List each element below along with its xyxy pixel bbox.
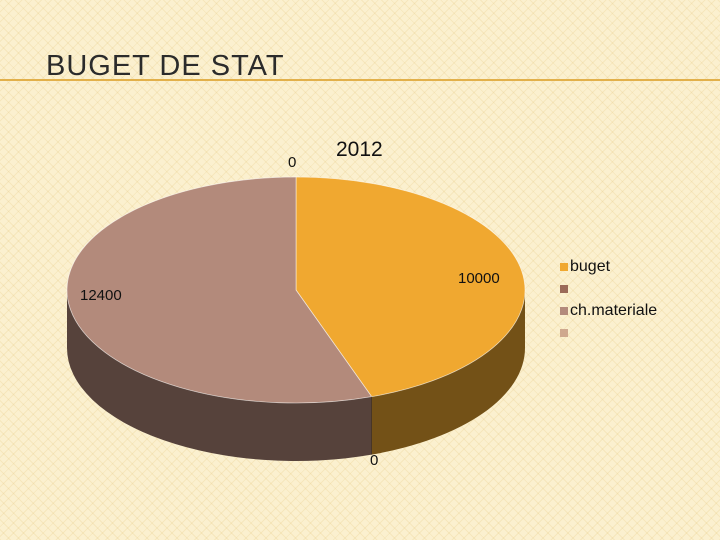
pie-tops: [66, 176, 526, 404]
legend-label-2: ch.materiale: [570, 302, 658, 319]
data-label-0: 10000: [458, 270, 500, 287]
legend-item-2: ch.materiale: [560, 300, 657, 322]
legend-item-1: [560, 278, 657, 300]
pie-side-0: [371, 290, 525, 455]
title-divider: [0, 79, 720, 81]
legend-label-0: buget: [570, 258, 611, 275]
legend-swatch-2: [560, 307, 568, 315]
pie-slice-0: [295, 176, 526, 398]
pie-side-2: [67, 290, 372, 461]
chart-title: 2012: [336, 138, 383, 161]
legend-swatch-3: [560, 329, 568, 337]
legend-item-0: buget: [560, 256, 657, 278]
pie-labels: 2012 10000 0 12400 0: [80, 138, 500, 469]
legend-item-3: [560, 322, 657, 344]
data-label-3: 0: [370, 452, 378, 469]
data-label-2: 12400: [80, 287, 122, 304]
pie-slice-2: [66, 176, 373, 404]
legend-swatch-0: [560, 263, 568, 271]
data-label-1: 0: [288, 154, 296, 171]
pie-sides: [67, 290, 525, 461]
legend-swatch-1: [560, 285, 568, 293]
chart-legend: buget ch.materiale: [560, 256, 657, 344]
slide-title: BUGET DE STAT: [46, 50, 285, 82]
